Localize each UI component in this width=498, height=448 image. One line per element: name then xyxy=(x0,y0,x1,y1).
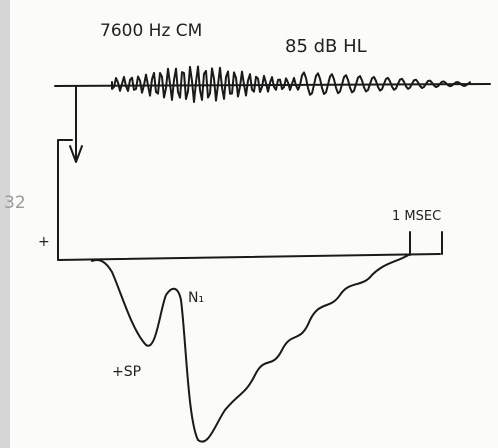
onset-arrow xyxy=(69,85,83,163)
scan-edge xyxy=(0,0,10,448)
time-label: 1 MSEC xyxy=(392,209,441,224)
stimulus-baseline xyxy=(54,83,491,87)
response-axes xyxy=(57,139,441,261)
polarity-label: + xyxy=(38,234,50,250)
cm-waveform xyxy=(111,65,471,103)
level-label: 85 dB HL xyxy=(285,36,367,57)
stimulus-label: 7600 Hz CM xyxy=(100,21,202,41)
peak-label: N₁ xyxy=(188,290,204,306)
response-waveform xyxy=(91,253,411,443)
time-marker xyxy=(409,231,443,256)
sp-label: +SP xyxy=(112,364,141,380)
scale-label: 32 xyxy=(4,193,26,213)
